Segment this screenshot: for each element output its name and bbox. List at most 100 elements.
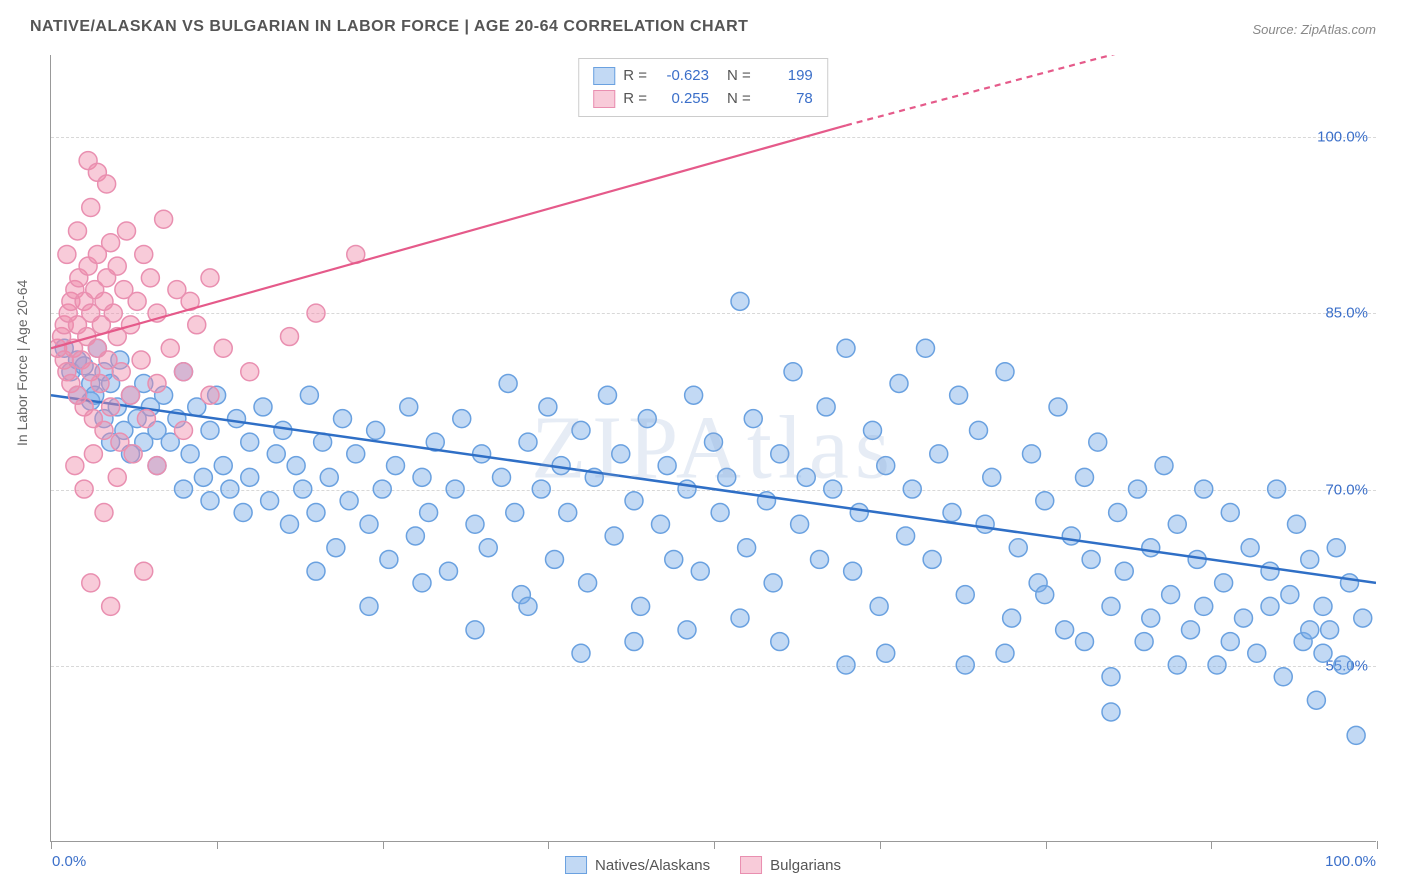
data-point — [420, 504, 438, 522]
data-point — [201, 269, 219, 287]
data-point — [1155, 457, 1173, 475]
data-point — [1248, 644, 1266, 662]
x-tick — [714, 841, 715, 849]
data-point — [137, 410, 155, 428]
data-point — [367, 421, 385, 439]
data-point — [135, 245, 153, 263]
data-point — [579, 574, 597, 592]
data-point — [228, 410, 246, 428]
data-point — [599, 386, 617, 404]
x-tick — [217, 841, 218, 849]
data-point — [864, 421, 882, 439]
data-point — [95, 504, 113, 522]
x-tick — [1046, 841, 1047, 849]
trend-line-dashed — [846, 55, 1376, 125]
data-point — [1076, 633, 1094, 651]
data-point — [632, 597, 650, 615]
data-point — [175, 421, 193, 439]
data-point — [175, 363, 193, 381]
data-point — [360, 597, 378, 615]
data-point — [221, 480, 239, 498]
data-point — [738, 539, 756, 557]
data-point — [1274, 668, 1292, 686]
data-point — [923, 550, 941, 568]
data-point — [102, 597, 120, 615]
data-point — [850, 504, 868, 522]
data-point — [897, 527, 915, 545]
data-point — [148, 457, 166, 475]
data-point — [261, 492, 279, 510]
r-label: R = — [623, 88, 647, 111]
data-point — [970, 421, 988, 439]
data-point — [327, 539, 345, 557]
data-point — [1347, 726, 1365, 744]
data-point — [373, 480, 391, 498]
data-point — [1301, 621, 1319, 639]
data-point — [1142, 539, 1160, 557]
data-point — [506, 504, 524, 522]
data-point — [446, 480, 464, 498]
data-point — [201, 386, 219, 404]
data-point — [1221, 504, 1239, 522]
data-point — [473, 445, 491, 463]
data-point — [314, 433, 332, 451]
data-point — [320, 468, 338, 486]
data-point — [1102, 597, 1120, 615]
data-point — [1215, 574, 1233, 592]
data-point — [1003, 609, 1021, 627]
data-point — [983, 468, 1001, 486]
data-point — [141, 269, 159, 287]
chart-svg — [51, 55, 1376, 841]
legend-label: Bulgarians — [770, 857, 841, 874]
data-point — [1268, 480, 1286, 498]
data-point — [69, 222, 87, 240]
x-tick — [1377, 841, 1378, 849]
data-point — [360, 515, 378, 533]
legend-swatch — [565, 856, 587, 874]
data-point — [539, 398, 557, 416]
legend-label: Natives/Alaskans — [595, 857, 710, 874]
data-point — [612, 445, 630, 463]
data-point — [718, 468, 736, 486]
data-point — [1208, 656, 1226, 674]
data-point — [519, 597, 537, 615]
data-point — [132, 351, 150, 369]
data-point — [1241, 539, 1259, 557]
data-point — [903, 480, 921, 498]
data-point — [334, 410, 352, 428]
data-point — [1281, 586, 1299, 604]
data-point — [466, 515, 484, 533]
data-point — [791, 515, 809, 533]
legend-swatch — [593, 90, 615, 108]
data-point — [917, 339, 935, 357]
data-point — [466, 621, 484, 639]
data-point — [112, 363, 130, 381]
data-point — [214, 457, 232, 475]
y-axis-label: In Labor Force | Age 20-64 — [14, 280, 30, 446]
data-point — [1082, 550, 1100, 568]
x-tick — [51, 841, 52, 849]
data-point — [175, 480, 193, 498]
r-value: -0.623 — [655, 65, 709, 88]
data-point — [1168, 656, 1186, 674]
data-point — [1142, 609, 1160, 627]
data-point — [440, 562, 458, 580]
data-point — [572, 644, 590, 662]
data-point — [108, 468, 126, 486]
data-point — [98, 175, 116, 193]
data-point — [837, 339, 855, 357]
data-point — [559, 504, 577, 522]
data-point — [82, 199, 100, 217]
data-point — [201, 492, 219, 510]
data-point — [58, 245, 76, 263]
data-point — [1102, 703, 1120, 721]
data-point — [493, 468, 511, 486]
data-point — [214, 339, 232, 357]
data-point — [287, 457, 305, 475]
data-point — [976, 515, 994, 533]
series-legend: Natives/Alaskans Bulgarians — [565, 856, 841, 874]
data-point — [241, 468, 259, 486]
data-point — [281, 328, 299, 346]
data-point — [1334, 656, 1352, 674]
data-point — [1056, 621, 1074, 639]
